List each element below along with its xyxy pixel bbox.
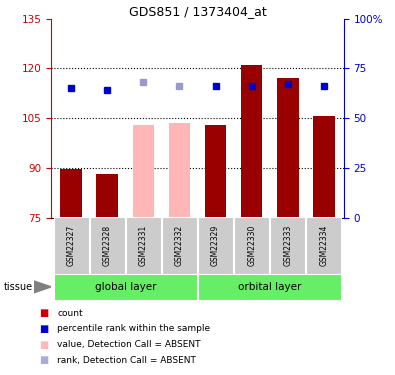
Bar	[198, 217, 233, 274]
Text: orbital layer: orbital layer	[238, 282, 301, 292]
Bar	[307, 217, 341, 274]
Bar	[241, 65, 262, 218]
Text: percentile rank within the sample: percentile rank within the sample	[57, 324, 211, 333]
Text: GSM22331: GSM22331	[139, 225, 148, 266]
Text: ■: ■	[40, 308, 49, 318]
Bar	[198, 274, 341, 300]
Text: GSM22330: GSM22330	[247, 225, 256, 266]
Text: tissue: tissue	[4, 282, 33, 292]
Text: count: count	[57, 309, 83, 318]
Text: ■: ■	[40, 324, 49, 334]
Bar	[133, 125, 154, 217]
Bar	[234, 217, 269, 274]
Polygon shape	[34, 281, 51, 293]
Bar	[54, 274, 197, 300]
Bar	[54, 217, 88, 274]
Bar	[60, 170, 82, 217]
Text: GSM22332: GSM22332	[175, 225, 184, 266]
Bar	[277, 78, 299, 218]
Text: GSM22329: GSM22329	[211, 225, 220, 266]
Text: ■: ■	[40, 356, 49, 365]
Bar	[205, 125, 226, 217]
Text: global layer: global layer	[94, 282, 156, 292]
Bar	[90, 217, 124, 274]
Text: ■: ■	[40, 340, 49, 350]
Bar	[169, 123, 190, 218]
Text: GSM22333: GSM22333	[283, 225, 292, 266]
Title: GDS851 / 1373404_at: GDS851 / 1373404_at	[129, 4, 266, 18]
Text: rank, Detection Call = ABSENT: rank, Detection Call = ABSENT	[57, 356, 196, 365]
Bar	[271, 217, 305, 274]
Bar	[313, 117, 335, 218]
Text: GSM22327: GSM22327	[67, 225, 76, 266]
Bar	[96, 174, 118, 217]
Text: GSM22334: GSM22334	[319, 225, 328, 266]
Bar	[126, 217, 161, 274]
Text: GSM22328: GSM22328	[103, 225, 112, 266]
Bar	[162, 217, 197, 274]
Text: value, Detection Call = ABSENT: value, Detection Call = ABSENT	[57, 340, 201, 349]
